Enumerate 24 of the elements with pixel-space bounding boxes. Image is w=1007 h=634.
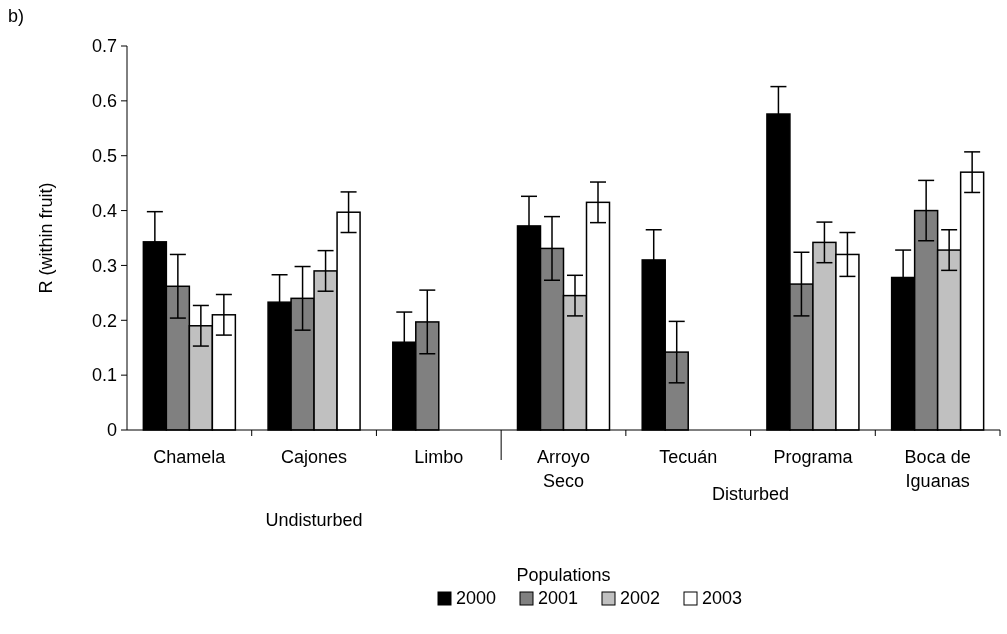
- x-tick-label: Tecuán: [659, 447, 718, 467]
- text: b): [8, 6, 25, 26]
- x-tick-label: Chamela: [153, 447, 227, 467]
- y-tick-label: 0.3: [91, 255, 117, 276]
- y-tick-label: 0.5: [91, 146, 117, 167]
- x-tick-label: Boca de Iguanas: [904, 447, 971, 491]
- x-tick-label: Limbo: [414, 447, 464, 467]
- y-tick-label: 0: [106, 420, 117, 441]
- text: Undisturbed: [265, 510, 363, 530]
- y-axis-title: R (within fruit): [36, 182, 56, 294]
- legend-label: 2001: [538, 588, 579, 608]
- legend-label: 2002: [620, 588, 661, 608]
- y-tick-label: 0.7: [91, 36, 117, 57]
- legend-label: 2000: [456, 588, 497, 608]
- x-tick-label: Cajones: [281, 447, 348, 467]
- x-tick-label: Arroyo Seco: [536, 447, 591, 491]
- y-tick-label: 0.1: [91, 365, 117, 386]
- y-tick-label: 0.6: [91, 91, 117, 112]
- text: Disturbed: [712, 484, 790, 504]
- x-tick-label: Programa: [773, 447, 854, 467]
- x-axis-title: Populations: [516, 565, 611, 585]
- legend-label: 2003: [702, 588, 743, 608]
- y-tick-label: 0.2: [91, 310, 117, 331]
- y-tick-label: 0.4: [91, 200, 117, 221]
